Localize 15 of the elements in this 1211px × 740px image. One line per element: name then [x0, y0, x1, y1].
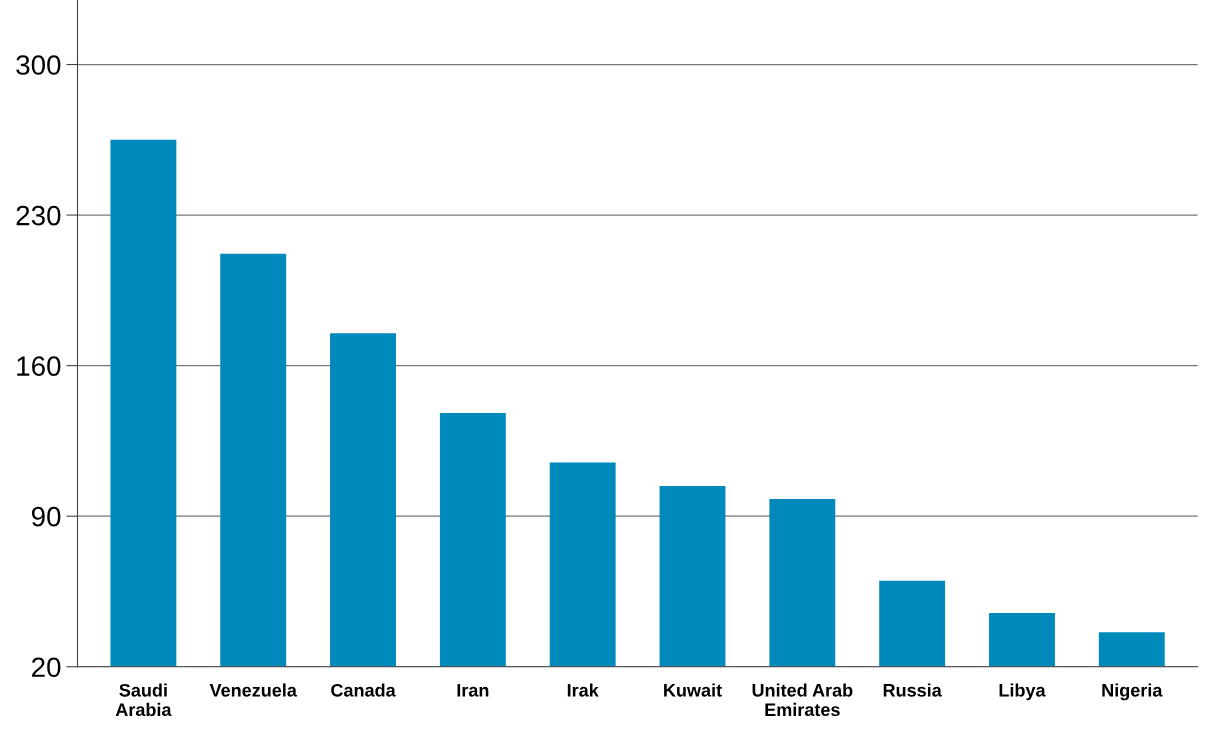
x-tick-label: Iran	[457, 684, 489, 697]
x-tick-label: Libya	[999, 683, 1046, 701]
x-tick-label: Russia	[883, 683, 942, 697]
y-tick-label: 20	[32, 657, 61, 678]
x-tick-label: Irak	[567, 683, 599, 697]
x-tick-label: Canada	[331, 683, 396, 697]
x-tick-label: Kuwait	[664, 683, 722, 697]
x-tick-label: Venezuela	[209, 683, 297, 697]
y-tick-label: 90	[31, 506, 61, 527]
x-tick-label: Saudi Arabia	[115, 683, 172, 717]
x-tick-label: United Arab Emirates	[752, 683, 853, 717]
y-tick-label: 300	[16, 55, 61, 75]
x-tick-label: Nigeria	[1102, 683, 1163, 701]
y-tick-label: 160	[17, 356, 61, 376]
y-tick-label: 230	[16, 205, 61, 226]
